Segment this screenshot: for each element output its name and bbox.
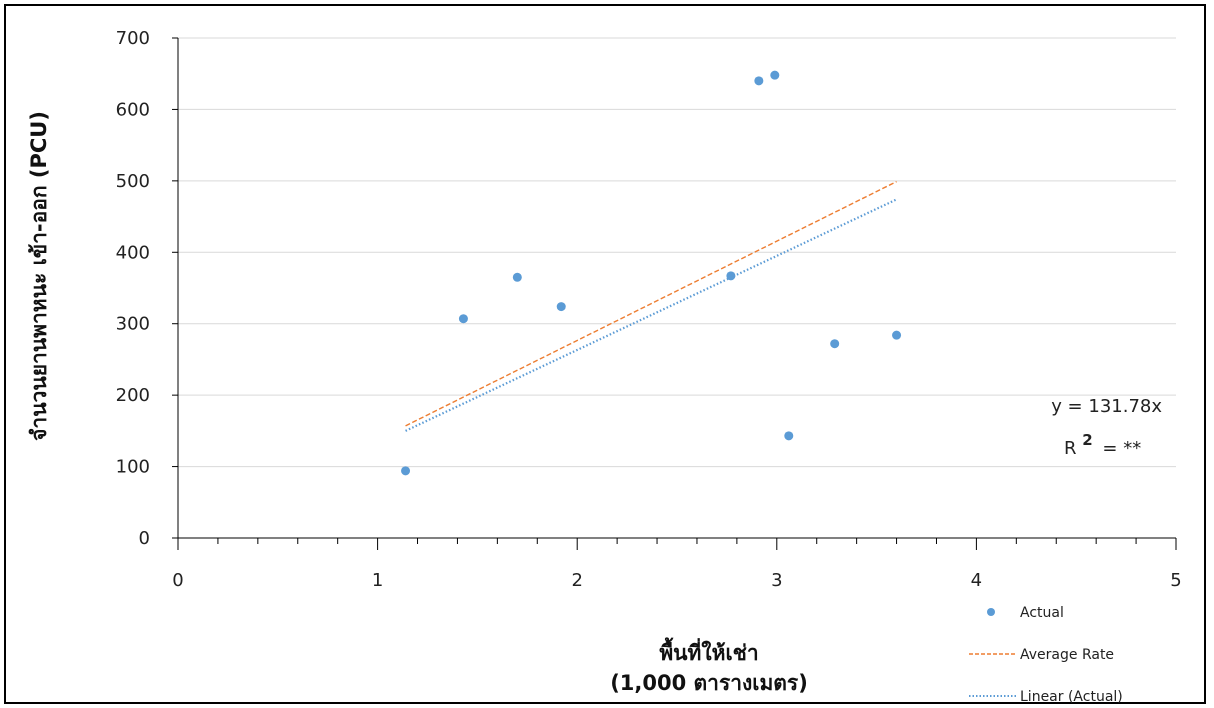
chart-frame: 0 100 200 300 400 500 600 700 0 1 2 3 4 5 จำนวนยานพาห… xyxy=(4,4,1206,705)
r-squared-value: = ** xyxy=(1102,438,1141,459)
y-tick-label: 600 xyxy=(116,99,150,120)
x-tick-label: 2 xyxy=(571,570,582,591)
y-tick-label: 300 xyxy=(116,314,150,335)
legend-label-actual: Actual xyxy=(1020,605,1064,621)
regression-equation: y = 131.78x xyxy=(1051,396,1162,417)
data-points xyxy=(401,70,902,476)
data-point xyxy=(512,272,522,282)
x-tick-label: 1 xyxy=(372,570,383,591)
r-squared-letter: R xyxy=(1064,438,1077,459)
data-point xyxy=(754,76,764,86)
linear-trend-line xyxy=(405,198,898,432)
legend-label-linear: Linear (Actual) xyxy=(1020,689,1123,705)
data-point xyxy=(830,339,840,349)
y-tick-label: 200 xyxy=(116,385,150,406)
scatter-chart: 0 100 200 300 400 500 600 700 0 1 2 3 4 5 จำนวนยานพาห… xyxy=(27,28,1182,705)
x-axis-title: พื้นที่ให้เช่า xyxy=(659,637,758,665)
data-point xyxy=(892,330,902,340)
data-point xyxy=(770,70,780,80)
y-tick-label: 500 xyxy=(116,171,150,192)
y-tick-label: 0 xyxy=(139,528,150,549)
y-tick-label: 100 xyxy=(116,457,150,478)
x-axis-unit: (1,000 ตารางเมตร) xyxy=(610,671,808,695)
y-tick-label: 700 xyxy=(116,28,150,49)
data-point xyxy=(556,302,566,312)
axes xyxy=(172,37,1177,550)
gridlines xyxy=(178,37,1176,468)
data-point xyxy=(458,314,468,324)
data-point xyxy=(726,271,736,281)
r-squared-superscript: 2 xyxy=(1082,431,1092,449)
x-tick-label: 5 xyxy=(1170,570,1181,591)
trend-lines xyxy=(405,180,898,432)
average-rate-line xyxy=(405,180,897,427)
x-tick-label: 3 xyxy=(771,570,782,591)
tick-labels: 0 100 200 300 400 500 600 700 0 1 2 3 4 5 xyxy=(116,28,1182,591)
y-axis-title: จำนวนยานพาหนะ เข้า-ออก (PCU) xyxy=(27,111,51,441)
data-point xyxy=(401,466,411,476)
legend-label-average-rate: Average Rate xyxy=(1020,647,1114,663)
r-squared-label: R 2 = ** xyxy=(1064,429,1141,459)
x-tick-label: 0 xyxy=(172,570,183,591)
legend: Actual Average Rate Linear (Actual) xyxy=(969,605,1123,705)
legend-marker-actual xyxy=(987,608,995,616)
data-point xyxy=(784,431,794,441)
x-tick-label: 4 xyxy=(971,570,982,591)
y-tick-label: 400 xyxy=(116,242,150,263)
